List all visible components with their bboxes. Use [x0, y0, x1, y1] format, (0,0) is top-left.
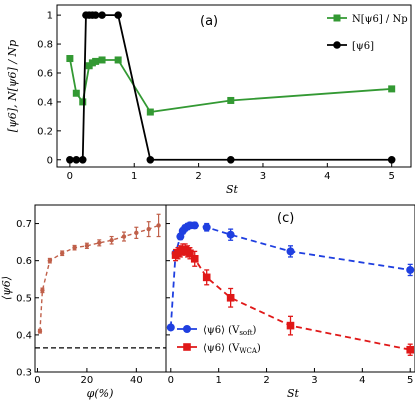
legend-label: ⟨ψ6⟩ (VWCA)	[203, 343, 261, 355]
panel-b-ytick-label: 0.3	[16, 368, 32, 379]
panel-c-point	[202, 223, 211, 232]
panel-c-point	[190, 221, 199, 230]
panel-a-point	[66, 55, 74, 63]
panel-c: (c) St 0 1 2 3 4 5 ⟨ψ6⟩ (Vsoft) ⟨ψ6⟩ (VWCA)	[165, 204, 415, 400]
panel-b-frame	[34, 204, 167, 373]
panel-a-point	[98, 11, 106, 19]
panel-a-point	[79, 98, 87, 106]
panel-a-point	[388, 85, 396, 93]
panel-a-point	[72, 155, 81, 164]
panel-c-point	[406, 345, 415, 354]
panel-c-point	[286, 247, 295, 256]
legend-marker	[333, 14, 341, 22]
panel-b-point	[59, 251, 65, 256]
panel-a-ytick-label: 0.2	[37, 126, 53, 137]
panel-b-point	[97, 240, 102, 246]
panel-b-xtick-label: 0	[34, 375, 40, 386]
panel-b-series-line	[39, 224, 159, 332]
panel-c-xtick-label: 5	[407, 375, 413, 386]
panel-a-series-line	[69, 14, 392, 161]
panel-b-point	[134, 230, 139, 236]
legend-marker	[183, 343, 191, 351]
legend-marker	[183, 325, 191, 333]
panel-a-point	[146, 108, 154, 116]
panel-a-xtick-label: 5	[389, 171, 395, 182]
panel-c-point	[186, 249, 194, 258]
panel-b-ytick-label: 0.4	[16, 330, 32, 341]
panel-b: φ(%) ⟨ψ6⟩ 0 20 40 0.3 0.4 0.5 0.6 0.7	[0, 204, 167, 400]
panel-c-legend: ⟨ψ6⟩ (Vsoft) ⟨ψ6⟩ (VWCA)	[177, 325, 261, 355]
panel-a-xtick-label: 4	[324, 171, 330, 182]
panel-c-point	[190, 255, 199, 263]
panel-a-point	[146, 155, 155, 164]
panel-c-point	[166, 323, 175, 332]
panel-b-ytick-label: 0.6	[16, 256, 32, 267]
panel-a-ytick-label: 0	[47, 155, 53, 166]
panel-b-ytick-label: 0.5	[16, 293, 32, 304]
panel-c-point	[406, 265, 415, 274]
panel-a-ylabel: [ψ6], N[ψ6] / Np	[6, 40, 19, 132]
panel-a-point	[78, 155, 87, 164]
panel-b-point	[47, 258, 53, 263]
panel-b-point	[84, 243, 90, 249]
legend-label: ⟨ψ6⟩ (Vsoft)	[203, 325, 257, 337]
panel-c-xtick-label: 1	[215, 375, 221, 386]
panel-a-ytick-label: 0.4	[37, 97, 53, 108]
panel-a-point	[226, 155, 235, 164]
panel-b-point	[72, 245, 77, 250]
panel-b-xtick-label: 40	[130, 375, 143, 386]
panel-a-xtick-label: 3	[260, 171, 266, 182]
panel-c-xtick-label: 0	[168, 375, 174, 386]
panel-a-tag: (a)	[200, 14, 218, 29]
panel-b-point	[40, 288, 45, 293]
panel-b-xlabel: φ(%)	[87, 387, 114, 400]
panel-c-point	[226, 293, 235, 302]
panel-a-point	[114, 56, 122, 64]
panel-a-series-line	[68, 58, 392, 114]
panel-a-xtick-label: 1	[131, 171, 137, 182]
panel-a-point	[72, 89, 80, 97]
panel-a-point	[66, 155, 74, 164]
panel-a-legend: N[ψ6] / Np [ψ6]	[327, 14, 408, 52]
panel-c-xlabel: St	[287, 387, 300, 400]
panel-b-ylabel: ⟨ψ6⟩	[0, 276, 13, 300]
panel-a-point	[114, 11, 122, 19]
panel-c-frame	[165, 204, 415, 373]
legend-label: N[ψ6] / Np	[352, 14, 408, 25]
panel-a-ytick-label: 1	[47, 11, 53, 22]
panel-b-ytick-label: 0.7	[16, 219, 32, 230]
panel-a-point	[91, 11, 100, 19]
panel-a-ytick-label: 0.8	[37, 40, 53, 51]
panel-c-point	[286, 321, 295, 330]
panel-c-xtick-label: 3	[311, 375, 317, 386]
panel-a-point	[227, 96, 235, 104]
panel-a: (a) St [ψ6], N[ψ6] / Np 0 1 2 3 4 5 0 0.2 0.4 0.6…	[6, 4, 412, 196]
legend-label: [ψ6]	[352, 41, 374, 52]
panel-c-point	[202, 273, 211, 282]
panel-b-point	[121, 234, 127, 239]
panel-a-ytick-label: 0.6	[37, 68, 53, 79]
panel-c-xtick-label: 2	[263, 375, 269, 386]
panel-c-xtick-label: 4	[359, 375, 365, 386]
panel-b-xtick-label: 20	[81, 375, 94, 386]
panel-b-point	[37, 328, 43, 334]
panel-a-point	[387, 155, 396, 164]
panel-c-point	[226, 230, 235, 239]
panel-a-point	[98, 56, 106, 64]
panel-a-point	[92, 57, 100, 65]
panel-a-xtick-label: 0	[67, 171, 73, 182]
panel-b-point	[109, 238, 114, 243]
panel-a-xlabel: St	[226, 183, 239, 196]
legend-marker	[333, 41, 341, 49]
panel-a-frame	[56, 4, 412, 168]
panel-b-point	[156, 223, 161, 228]
panel-b-point	[146, 226, 151, 232]
panel-c-tag: (c)	[277, 211, 294, 226]
panel-a-xtick-label: 2	[195, 171, 201, 182]
